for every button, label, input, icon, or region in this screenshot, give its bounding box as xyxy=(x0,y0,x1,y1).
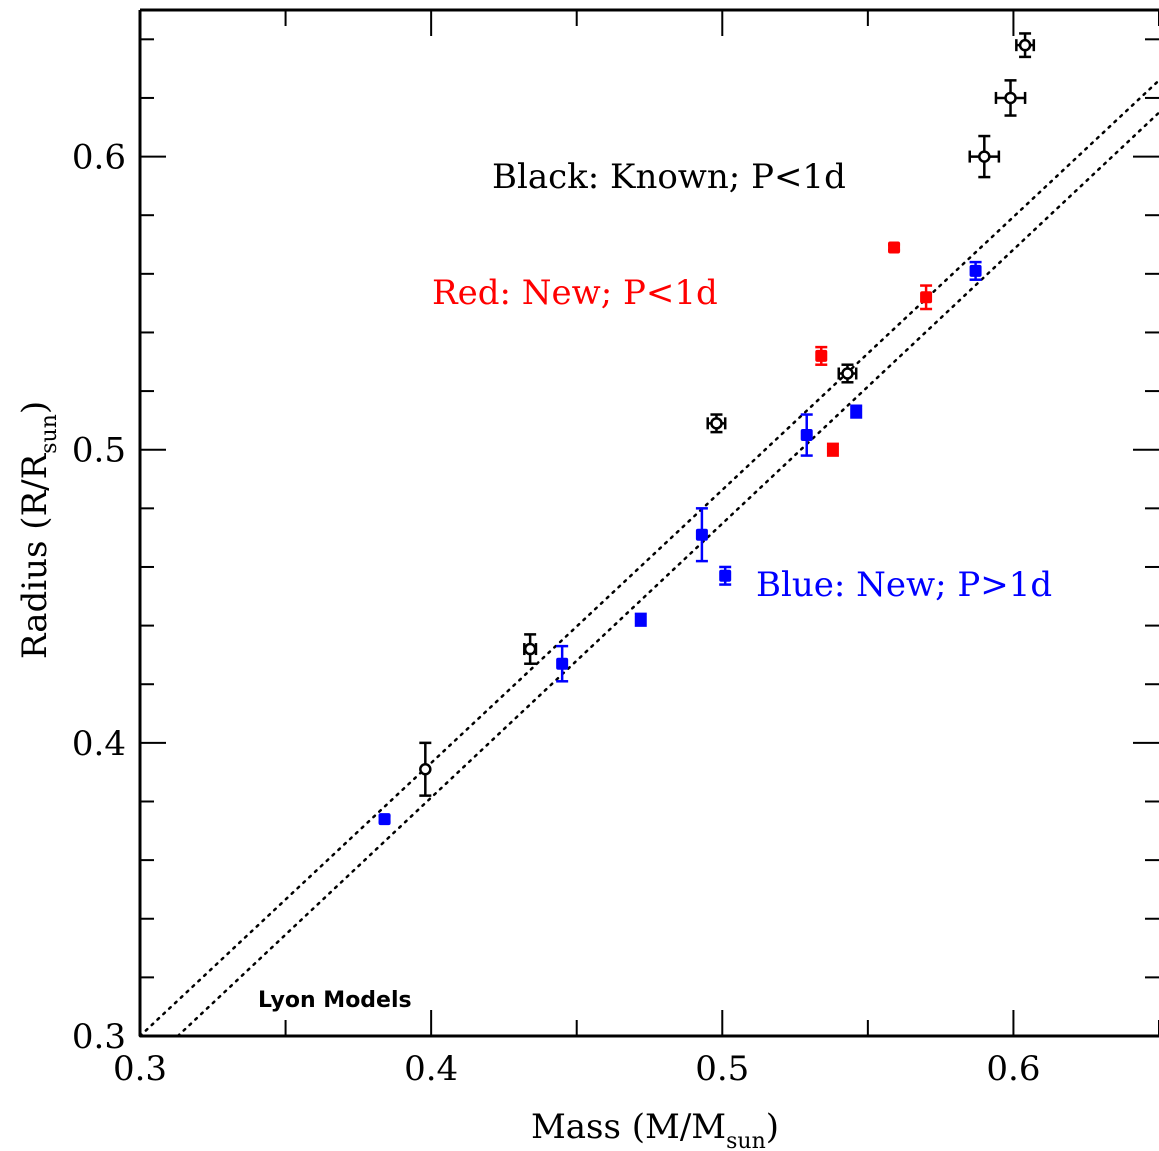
plot-frame xyxy=(138,8,1159,1038)
y-tick-label: 0.6 xyxy=(72,138,126,178)
x-axis-label-sub: sun xyxy=(726,1129,766,1151)
tick-labels: 0.3 0.4 0.5 0.6 0.3 0.4 0.5 0.6 xyxy=(72,138,1041,1089)
x-tick-label: 0.3 xyxy=(113,1049,167,1089)
annotation-blue: Blue: New; P>1d xyxy=(756,565,1052,605)
marker-filled-square xyxy=(826,443,839,456)
x-axis-label-close: ) xyxy=(766,1107,779,1147)
marker-open-circle xyxy=(978,150,991,163)
data-point-black xyxy=(706,413,727,434)
marker-filled-square xyxy=(815,349,828,362)
data-point-blue xyxy=(800,413,813,457)
x-tick-label: 0.6 xyxy=(986,1049,1040,1089)
marker-open-circle xyxy=(523,642,537,656)
y-axis-label-close: ) xyxy=(15,401,55,414)
data-point-black xyxy=(994,79,1027,117)
axis-ticks xyxy=(139,10,1159,1037)
data-points xyxy=(378,32,1036,826)
data-point-blue xyxy=(556,644,569,683)
marker-filled-square xyxy=(719,569,732,582)
model-line xyxy=(176,111,1159,1038)
data-point-black xyxy=(523,633,538,665)
data-point-red xyxy=(826,442,839,457)
data-point-black xyxy=(419,741,432,797)
x-axis-label: Mass (M/Msun) xyxy=(531,1107,779,1151)
data-point-blue xyxy=(850,404,863,419)
marker-open-circle xyxy=(1018,38,1032,52)
x-tick-label: 0.4 xyxy=(404,1049,458,1089)
y-tick-label: 0.3 xyxy=(72,1017,126,1057)
marker-filled-square xyxy=(378,813,391,826)
data-point-blue xyxy=(969,260,982,281)
y-axis-label-sub: sun xyxy=(37,414,62,454)
model-line xyxy=(138,79,1159,1038)
marker-filled-square xyxy=(969,264,982,277)
marker-open-circle xyxy=(1004,91,1017,105)
marker-filled-square xyxy=(920,291,933,304)
data-point-red xyxy=(815,345,828,366)
annotation-red: Red: New; P<1d xyxy=(432,273,718,313)
y-tick-label: 0.5 xyxy=(72,431,126,471)
annotation-black: Black: Known; P<1d xyxy=(492,157,846,197)
x-axis-label-main: Mass (M/M xyxy=(531,1107,726,1147)
y-axis-label: Radius (R/Rsun) xyxy=(15,401,62,659)
data-point-black xyxy=(837,363,858,384)
data-point-blue xyxy=(378,813,391,826)
marker-filled-square xyxy=(556,657,569,670)
marker-open-circle xyxy=(710,417,723,430)
marker-filled-square xyxy=(800,429,813,442)
marker-open-circle xyxy=(419,762,432,776)
x-tick-label: 0.5 xyxy=(695,1049,749,1089)
data-point-blue xyxy=(719,565,732,586)
data-point-blue xyxy=(695,507,708,563)
data-point-red xyxy=(888,241,901,254)
marker-filled-square xyxy=(695,528,708,541)
data-point-blue xyxy=(634,612,647,627)
data-point-black xyxy=(968,134,1001,179)
marker-filled-square xyxy=(888,241,901,254)
data-point-red xyxy=(920,284,933,311)
marker-filled-square xyxy=(850,405,863,418)
model-lines xyxy=(138,79,1159,1038)
data-point-black xyxy=(1015,32,1036,59)
annotation-model: Lyon Models xyxy=(258,988,412,1013)
y-axis-label-main: Radius (R/R xyxy=(15,452,55,659)
marker-filled-square xyxy=(634,613,647,626)
y-tick-label: 0.4 xyxy=(72,724,126,764)
marker-open-circle xyxy=(841,367,854,380)
